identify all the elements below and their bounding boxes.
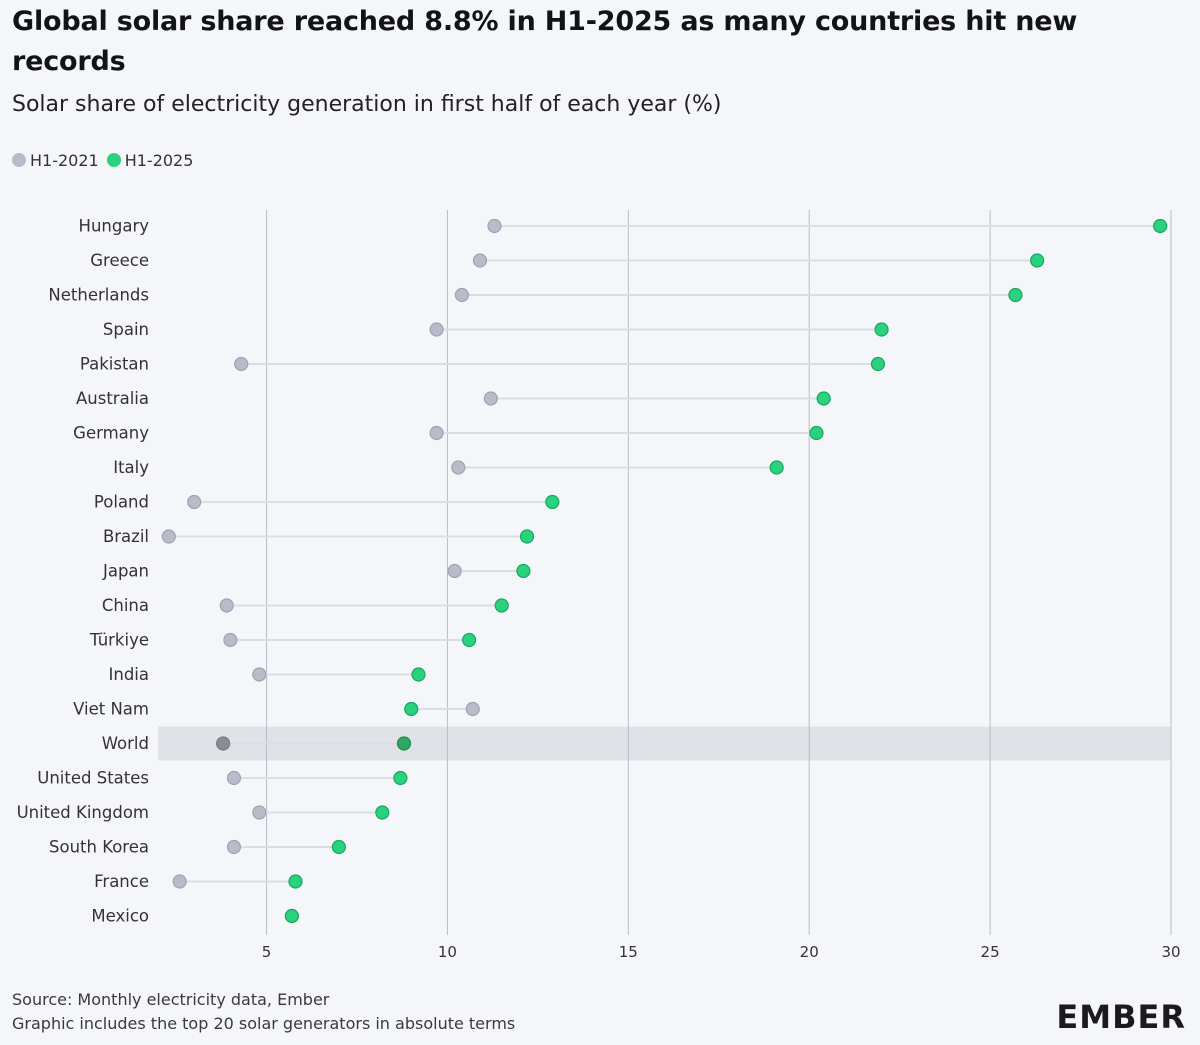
category-label-mexico: Mexico xyxy=(91,907,149,926)
point-h1-2025-south-korea xyxy=(331,839,346,855)
category-label-japan: Japan xyxy=(102,562,149,581)
category-label-netherlands: Netherlands xyxy=(48,286,149,305)
ember-logo: EMBER xyxy=(1056,998,1186,1036)
category-label-turkiye: Türkiye xyxy=(89,631,149,650)
category-label-france: France xyxy=(94,872,149,891)
point-h1-2021-australia xyxy=(483,391,498,406)
legend-swatch-h1-2021 xyxy=(12,153,26,167)
graphic-note: Graphic includes the top 20 solar genera… xyxy=(12,1014,516,1033)
point-h1-2025-viet-nam xyxy=(404,701,419,717)
category-label-pakistan: Pakistan xyxy=(80,355,149,374)
point-h1-2025-turkiye xyxy=(462,632,477,648)
category-label-china: China xyxy=(102,596,149,615)
chart-title: Global solar share reached 8.8% in H1-20… xyxy=(12,6,1078,77)
point-h1-2025-brazil xyxy=(519,529,535,544)
legend: H1-2021 H1-2025 xyxy=(12,148,201,172)
point-h1-2025-poland xyxy=(545,494,560,510)
point-h1-2025-hungary xyxy=(1153,218,1168,234)
point-h1-2021-pakistan xyxy=(234,356,249,372)
category-label-united-kingdom: United Kingdom xyxy=(17,803,149,822)
point-h1-2025-japan xyxy=(516,563,531,579)
footer: Source: Monthly electricity data, Ember … xyxy=(12,988,515,1036)
point-h1-2021-south-korea xyxy=(226,839,242,855)
point-h1-2025-india xyxy=(411,667,426,682)
point-h1-2025-australia xyxy=(816,391,831,406)
category-label-brazil: Brazil xyxy=(103,527,149,546)
point-h1-2021-netherlands xyxy=(454,287,469,303)
category-label-south-korea: South Korea xyxy=(49,838,149,857)
point-h1-2021-turkiye xyxy=(223,632,238,648)
point-h1-2021-united-kingdom xyxy=(252,805,267,820)
point-h1-2025-united-states xyxy=(393,770,408,786)
category-label-greece: Greece xyxy=(90,251,149,270)
point-h1-2021-greece xyxy=(472,253,488,268)
point-h1-2025-france xyxy=(288,874,303,889)
point-h1-2021-china xyxy=(219,598,234,613)
point-h1-2025-mexico xyxy=(284,908,299,924)
category-label-poland: Poland xyxy=(94,493,149,512)
category-label-viet-nam: Viet Nam xyxy=(73,700,149,719)
point-h1-2021-world xyxy=(216,736,231,751)
x-tick-label-30: 30 xyxy=(1161,943,1180,961)
point-h1-2021-brazil xyxy=(161,529,176,544)
legend-item-h1-2021[interactable]: H1-2021 xyxy=(12,151,99,170)
category-label-world: World xyxy=(102,734,149,753)
dumbbell-chart: 5 10 15 20 25 30 Hungary Greece Netherlands Spain… xyxy=(17,210,1181,961)
category-label-germany: Germany xyxy=(73,424,149,443)
category-label-italy: Italy xyxy=(113,458,149,477)
x-tick-label-20: 20 xyxy=(800,943,819,961)
point-h1-2021-united-states xyxy=(226,770,242,786)
point-h1-2021-viet-nam xyxy=(465,701,480,717)
point-h1-2021-japan xyxy=(447,563,462,579)
point-h1-2025-greece xyxy=(1030,253,1045,268)
legend-label-h1-2021: H1-2021 xyxy=(30,150,99,170)
source-note: Source: Monthly electricity data, Ember xyxy=(12,990,330,1009)
point-h1-2025-pakistan xyxy=(870,356,886,372)
point-h1-2021-india xyxy=(252,667,267,682)
category-label-hungary: Hungary xyxy=(79,217,150,236)
point-h1-2025-italy xyxy=(769,460,784,475)
point-h1-2021-italy xyxy=(451,460,466,475)
x-tick-label-10: 10 xyxy=(438,943,457,961)
point-h1-2025-world xyxy=(396,736,412,751)
point-h1-2021-hungary xyxy=(487,218,502,234)
legend-item-h1-2025[interactable]: H1-2025 xyxy=(106,150,194,170)
chart-subtitle: Solar share of electricity generation in… xyxy=(12,92,722,117)
category-label-india: India xyxy=(109,665,150,684)
point-h1-2021-poland xyxy=(187,494,202,510)
category-label-australia: Australia xyxy=(76,389,149,408)
point-h1-2021-spain xyxy=(429,322,444,337)
x-tick-label-25: 25 xyxy=(981,943,1000,961)
point-h1-2025-germany xyxy=(809,425,824,441)
point-h1-2021-france xyxy=(172,874,187,889)
x-tick-label-15: 15 xyxy=(619,943,638,961)
point-h1-2025-china xyxy=(494,598,509,613)
legend-swatch-h1-2025 xyxy=(106,153,121,167)
x-tick-label-5: 5 xyxy=(262,943,272,961)
legend-label-h1-2025: H1-2025 xyxy=(124,150,194,170)
category-label-spain: Spain xyxy=(103,320,149,339)
point-h1-2025-spain xyxy=(874,322,889,337)
category-label-united-states: United States xyxy=(37,769,149,788)
point-h1-2025-united-kingdom xyxy=(375,805,390,820)
point-h1-2021-germany xyxy=(429,425,444,441)
point-h1-2025-netherlands xyxy=(1008,287,1023,303)
